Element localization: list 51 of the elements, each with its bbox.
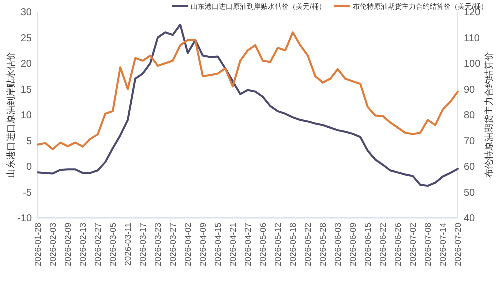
y2-tick-label: 70 bbox=[464, 136, 476, 148]
x-tick-label: 2026-07-08 bbox=[423, 222, 433, 266]
x-tick-label: 2026-04-15 bbox=[213, 222, 223, 266]
y2-tick-label: 80 bbox=[464, 110, 476, 122]
x-tick-label: 2026-04-09 bbox=[198, 222, 208, 266]
x-tick-label: 2026-04-02 bbox=[183, 222, 193, 266]
y-tick-label: 25 bbox=[20, 33, 32, 44]
x-tick-label: 2026-03-23 bbox=[153, 222, 163, 266]
y-tick-label: 0 bbox=[26, 162, 32, 173]
y2-axis-title: 布伦特原油期货主力合约结算价 bbox=[484, 52, 494, 178]
y-axis-title: 山东港口进口原油到岸贴水估价 bbox=[6, 52, 16, 178]
x-tick-label: 2026-06-22 bbox=[378, 222, 388, 266]
y-tick-label: -10 bbox=[18, 214, 32, 224]
x-tick-label: 2026-06-09 bbox=[348, 222, 358, 266]
x-tick-label: 2026-06-26 bbox=[393, 222, 403, 266]
x-tick-label: 2026-02-03 bbox=[48, 222, 58, 266]
x-tick-label: 2026-07-14 bbox=[438, 222, 448, 266]
x-tick-label: 2026-05-06 bbox=[258, 222, 268, 266]
y2-tick-label: 60 bbox=[464, 162, 476, 173]
y-tick-label: 15 bbox=[20, 84, 32, 96]
x-tick-label: 2026-03-17 bbox=[138, 222, 148, 266]
y2-tick-label: 50 bbox=[464, 188, 476, 199]
y2-tick-label: 100 bbox=[464, 59, 482, 70]
x-tick-label: 2026-03-11 bbox=[123, 222, 133, 266]
y2-tick-label: 120 bbox=[464, 8, 482, 18]
line-series bbox=[37, 24, 459, 188]
x-tick-label: 2026-06-15 bbox=[363, 222, 373, 266]
x-tick-label: 2026-04-21 bbox=[228, 222, 238, 266]
x-tick-label: 2026-07-20 bbox=[453, 222, 463, 266]
x-tick-label: 2026-06-03 bbox=[333, 222, 343, 266]
y2-tick-label: 110 bbox=[464, 33, 480, 44]
y2-tick-label: 40 bbox=[464, 214, 476, 224]
x-tick-label: 2026-03-05 bbox=[108, 222, 118, 266]
x-tick-label: 2026-05-18 bbox=[288, 222, 298, 266]
y-tick-label: 10 bbox=[20, 110, 32, 122]
y-tick-label: 20 bbox=[20, 59, 32, 70]
x-tick-label: 2026-04-27 bbox=[243, 222, 253, 266]
y-tick-label: 5 bbox=[26, 136, 32, 148]
x-tick-label: 2026-03-27 bbox=[168, 222, 178, 266]
line-series bbox=[37, 32, 459, 151]
y-tick-label: 30 bbox=[20, 8, 32, 18]
x-tick-label: 2026-07-02 bbox=[408, 222, 418, 266]
x-tick-label: 2026-05-22 bbox=[303, 222, 313, 266]
x-tick-label: 2026-02-09 bbox=[63, 222, 73, 266]
x-tick-label: 2026-05-28 bbox=[318, 222, 328, 266]
x-tick-label: 2026-01-28 bbox=[33, 222, 43, 266]
y2-tick-label: 90 bbox=[464, 84, 476, 96]
x-tick-label: 2026-02-13 bbox=[78, 222, 88, 266]
x-tick-label: 2026-02-27 bbox=[93, 222, 103, 266]
x-tick-label: 2026-05-12 bbox=[273, 222, 283, 266]
y-tick-label: -5 bbox=[23, 188, 32, 199]
